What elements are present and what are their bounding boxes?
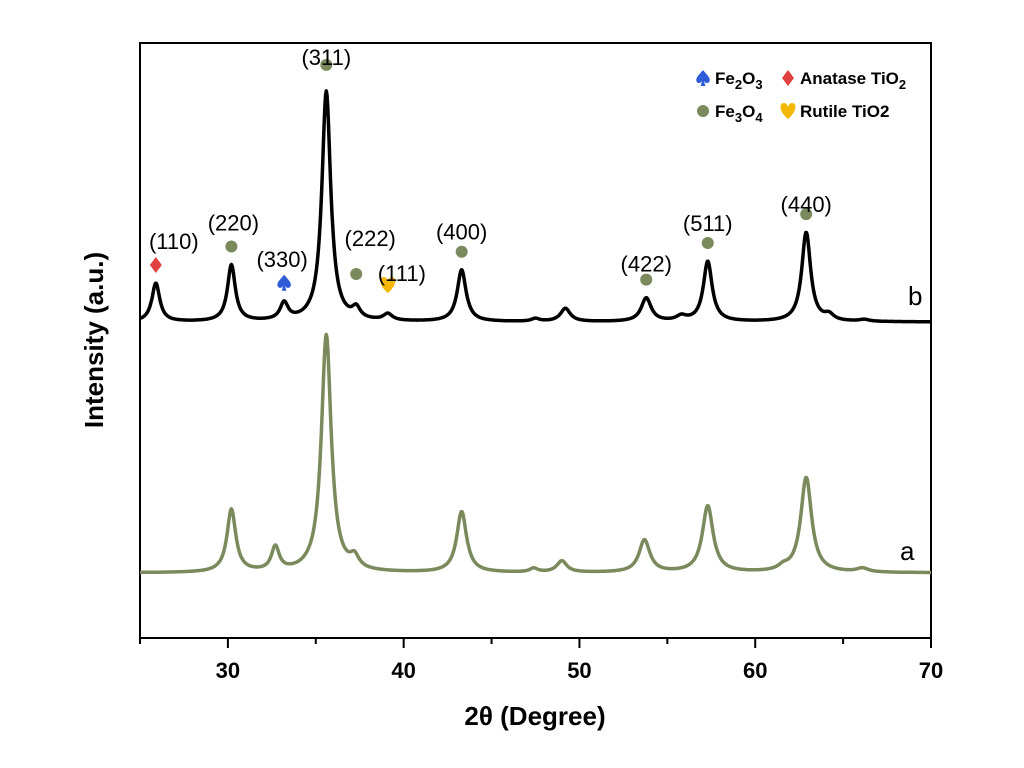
x-axis-ticks: 30 40 50 60 70 xyxy=(139,638,943,683)
x-tick-label: 60 xyxy=(743,658,767,683)
fe2o3-marker xyxy=(696,70,710,86)
fe3o4-marker xyxy=(701,237,714,250)
legend-entry-label: Fe2O3 xyxy=(715,69,763,92)
fe3o4-marker xyxy=(320,58,333,71)
series-a-line xyxy=(138,332,933,575)
series-a-label: a xyxy=(900,536,915,566)
fe3o4-marker xyxy=(350,268,363,281)
anatase-marker xyxy=(782,70,794,86)
x-tick-label: 70 xyxy=(919,658,943,683)
legend-entry-label: Fe3O4 xyxy=(715,102,763,125)
hkl-label: (220) xyxy=(208,211,259,236)
xrd-curves: ab xyxy=(138,89,933,575)
hkl-label: (400) xyxy=(436,220,487,245)
rutile-marker xyxy=(780,103,796,119)
hkl-label: (222) xyxy=(345,226,396,251)
fe2o3-marker xyxy=(277,274,291,291)
anatase-marker xyxy=(149,256,162,273)
hkl-label: (330) xyxy=(256,247,307,272)
fe3o4-marker xyxy=(800,208,813,221)
legend-entry-label: Rutile TiO2 xyxy=(800,102,889,121)
x-axis-title: 2θ (Degree) xyxy=(464,701,605,731)
fe3o4-marker xyxy=(225,240,238,253)
y-axis-title: Intensity (a.u.) xyxy=(79,252,109,428)
hkl-label: (110) xyxy=(149,229,199,254)
hkl-label: (311) xyxy=(301,45,351,70)
hkl-label: (440) xyxy=(781,192,832,217)
legend: Fe2O3 Anatase TiO2 Fe3O4 Rutile TiO2 xyxy=(696,69,906,125)
x-tick-label: 40 xyxy=(391,658,415,683)
peak-annotations: (110) (220) (330) (311) (222) (111) (400) (422)… xyxy=(149,45,832,294)
hkl-label: (422) xyxy=(621,252,672,277)
x-tick-label: 50 xyxy=(567,658,591,683)
fe3o4-marker xyxy=(455,245,468,258)
x-tick-label: 30 xyxy=(216,658,240,683)
fe3o4-marker xyxy=(640,273,653,286)
plot-frame xyxy=(139,42,932,639)
legend-entry-label: Anatase TiO2 xyxy=(800,69,906,92)
hkl-label: (111) xyxy=(378,261,426,286)
series-b-line xyxy=(138,89,933,324)
hkl-label: (511) xyxy=(683,211,733,236)
fe3o4-marker xyxy=(697,105,709,117)
rutile-marker xyxy=(380,277,396,294)
series-b-label: b xyxy=(908,281,922,311)
